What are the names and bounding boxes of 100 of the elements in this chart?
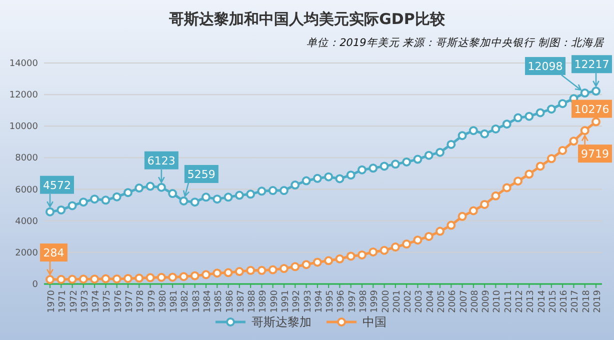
point: [46, 275, 54, 284]
point: [524, 112, 534, 121]
x-tick-label: 2017: [570, 290, 581, 313]
x-tick-label: 1991: [281, 290, 291, 313]
x-tick-label: 1981: [170, 290, 180, 313]
x-tick-label: 1970: [47, 290, 57, 313]
point: [502, 183, 512, 192]
point: [324, 172, 334, 182]
y-tick-label: 0: [32, 280, 38, 290]
point: [436, 226, 444, 236]
x-tick-label: 1992: [292, 290, 302, 313]
point: [68, 201, 77, 210]
y-tick-label: 6000: [15, 185, 38, 196]
x-tick-label: 1988: [248, 290, 258, 313]
x-tick-label: 2015: [548, 290, 558, 313]
annotation: 9719: [581, 148, 609, 161]
point: [524, 170, 534, 179]
x-tick-label: 2000: [381, 290, 392, 313]
x-tick-label: 1973: [80, 290, 90, 313]
point: [380, 162, 389, 171]
point: [335, 254, 344, 264]
point: [302, 176, 311, 186]
x-tick-label: 2013: [526, 290, 536, 313]
point: [156, 272, 166, 282]
point: [446, 140, 456, 149]
x-tick-label: 2005: [437, 290, 447, 313]
point: [257, 266, 266, 275]
point: [234, 267, 244, 276]
x-tick-label: 1999: [370, 290, 380, 313]
point: [257, 186, 266, 196]
point: [179, 196, 188, 206]
point: [413, 154, 422, 164]
point: [480, 129, 490, 138]
point: [458, 212, 467, 221]
point: [491, 191, 500, 200]
point: [312, 258, 322, 267]
point: [190, 198, 200, 207]
x-tick-label: 1976: [114, 290, 124, 313]
point: [56, 274, 66, 284]
x-tick-label: 2001: [392, 290, 402, 313]
chart-title: 哥斯达黎加和中国人均美元实际GDP比较: [168, 10, 446, 28]
x-tick-label: 1974: [92, 290, 102, 313]
annotation: 10276: [574, 102, 610, 116]
point: [134, 274, 144, 283]
point: [202, 270, 210, 280]
x-tick-label: 1984: [203, 290, 213, 313]
y-tick-label: 8000: [15, 154, 38, 164]
point: [246, 266, 256, 275]
annotation: 284: [43, 246, 64, 260]
point: [234, 190, 244, 200]
point: [346, 252, 356, 261]
annotation: 5259: [187, 168, 216, 181]
point: [124, 188, 132, 198]
y-tick-label: 2000: [15, 248, 38, 258]
x-tick-label: 1993: [303, 290, 314, 313]
point: [90, 194, 100, 204]
point: [290, 262, 300, 272]
point: [90, 274, 100, 284]
point: [502, 120, 512, 129]
x-tick-label: 1985: [214, 290, 224, 313]
annotation: 4572: [43, 178, 71, 192]
point: [168, 272, 178, 282]
point: [358, 165, 366, 174]
point: [146, 273, 155, 282]
annotation: 6123: [147, 154, 176, 168]
legend-label: 哥斯达黎加: [252, 315, 312, 329]
point: [246, 190, 256, 199]
point: [46, 207, 54, 216]
point: [112, 274, 122, 284]
point: [290, 180, 300, 190]
point: [458, 131, 467, 140]
point: [302, 260, 311, 270]
x-tick-label: 2004: [426, 290, 436, 313]
x-tick-label: 1986: [225, 290, 236, 313]
point: [101, 196, 110, 205]
x-tick-label: 1994: [314, 290, 324, 313]
point: [514, 176, 522, 186]
point: [546, 104, 556, 114]
point: [358, 250, 366, 260]
x-tick-label: 1995: [326, 290, 336, 313]
point: [212, 194, 222, 204]
y-tick-label: 14000: [9, 59, 38, 69]
point: [212, 268, 222, 278]
point: [424, 150, 434, 160]
point: [101, 274, 110, 284]
point: [436, 148, 444, 157]
x-tick-label: 1987: [236, 290, 246, 313]
chart-subtitle: 单位：2019年美元 来源：哥斯达黎加中央银行 制图：北海居: [306, 37, 605, 49]
x-tick-label: 1989: [258, 290, 269, 313]
y-tick-label: 10000: [9, 122, 38, 132]
x-tick-label: 1975: [102, 290, 113, 313]
point: [390, 242, 400, 252]
point: [468, 206, 478, 216]
x-tick-label: 2008: [470, 290, 480, 313]
point: [514, 113, 522, 122]
point: [56, 205, 66, 214]
point: [424, 232, 434, 241]
x-tick-label: 2012: [515, 290, 525, 313]
point: [168, 189, 178, 198]
point: [592, 117, 600, 126]
